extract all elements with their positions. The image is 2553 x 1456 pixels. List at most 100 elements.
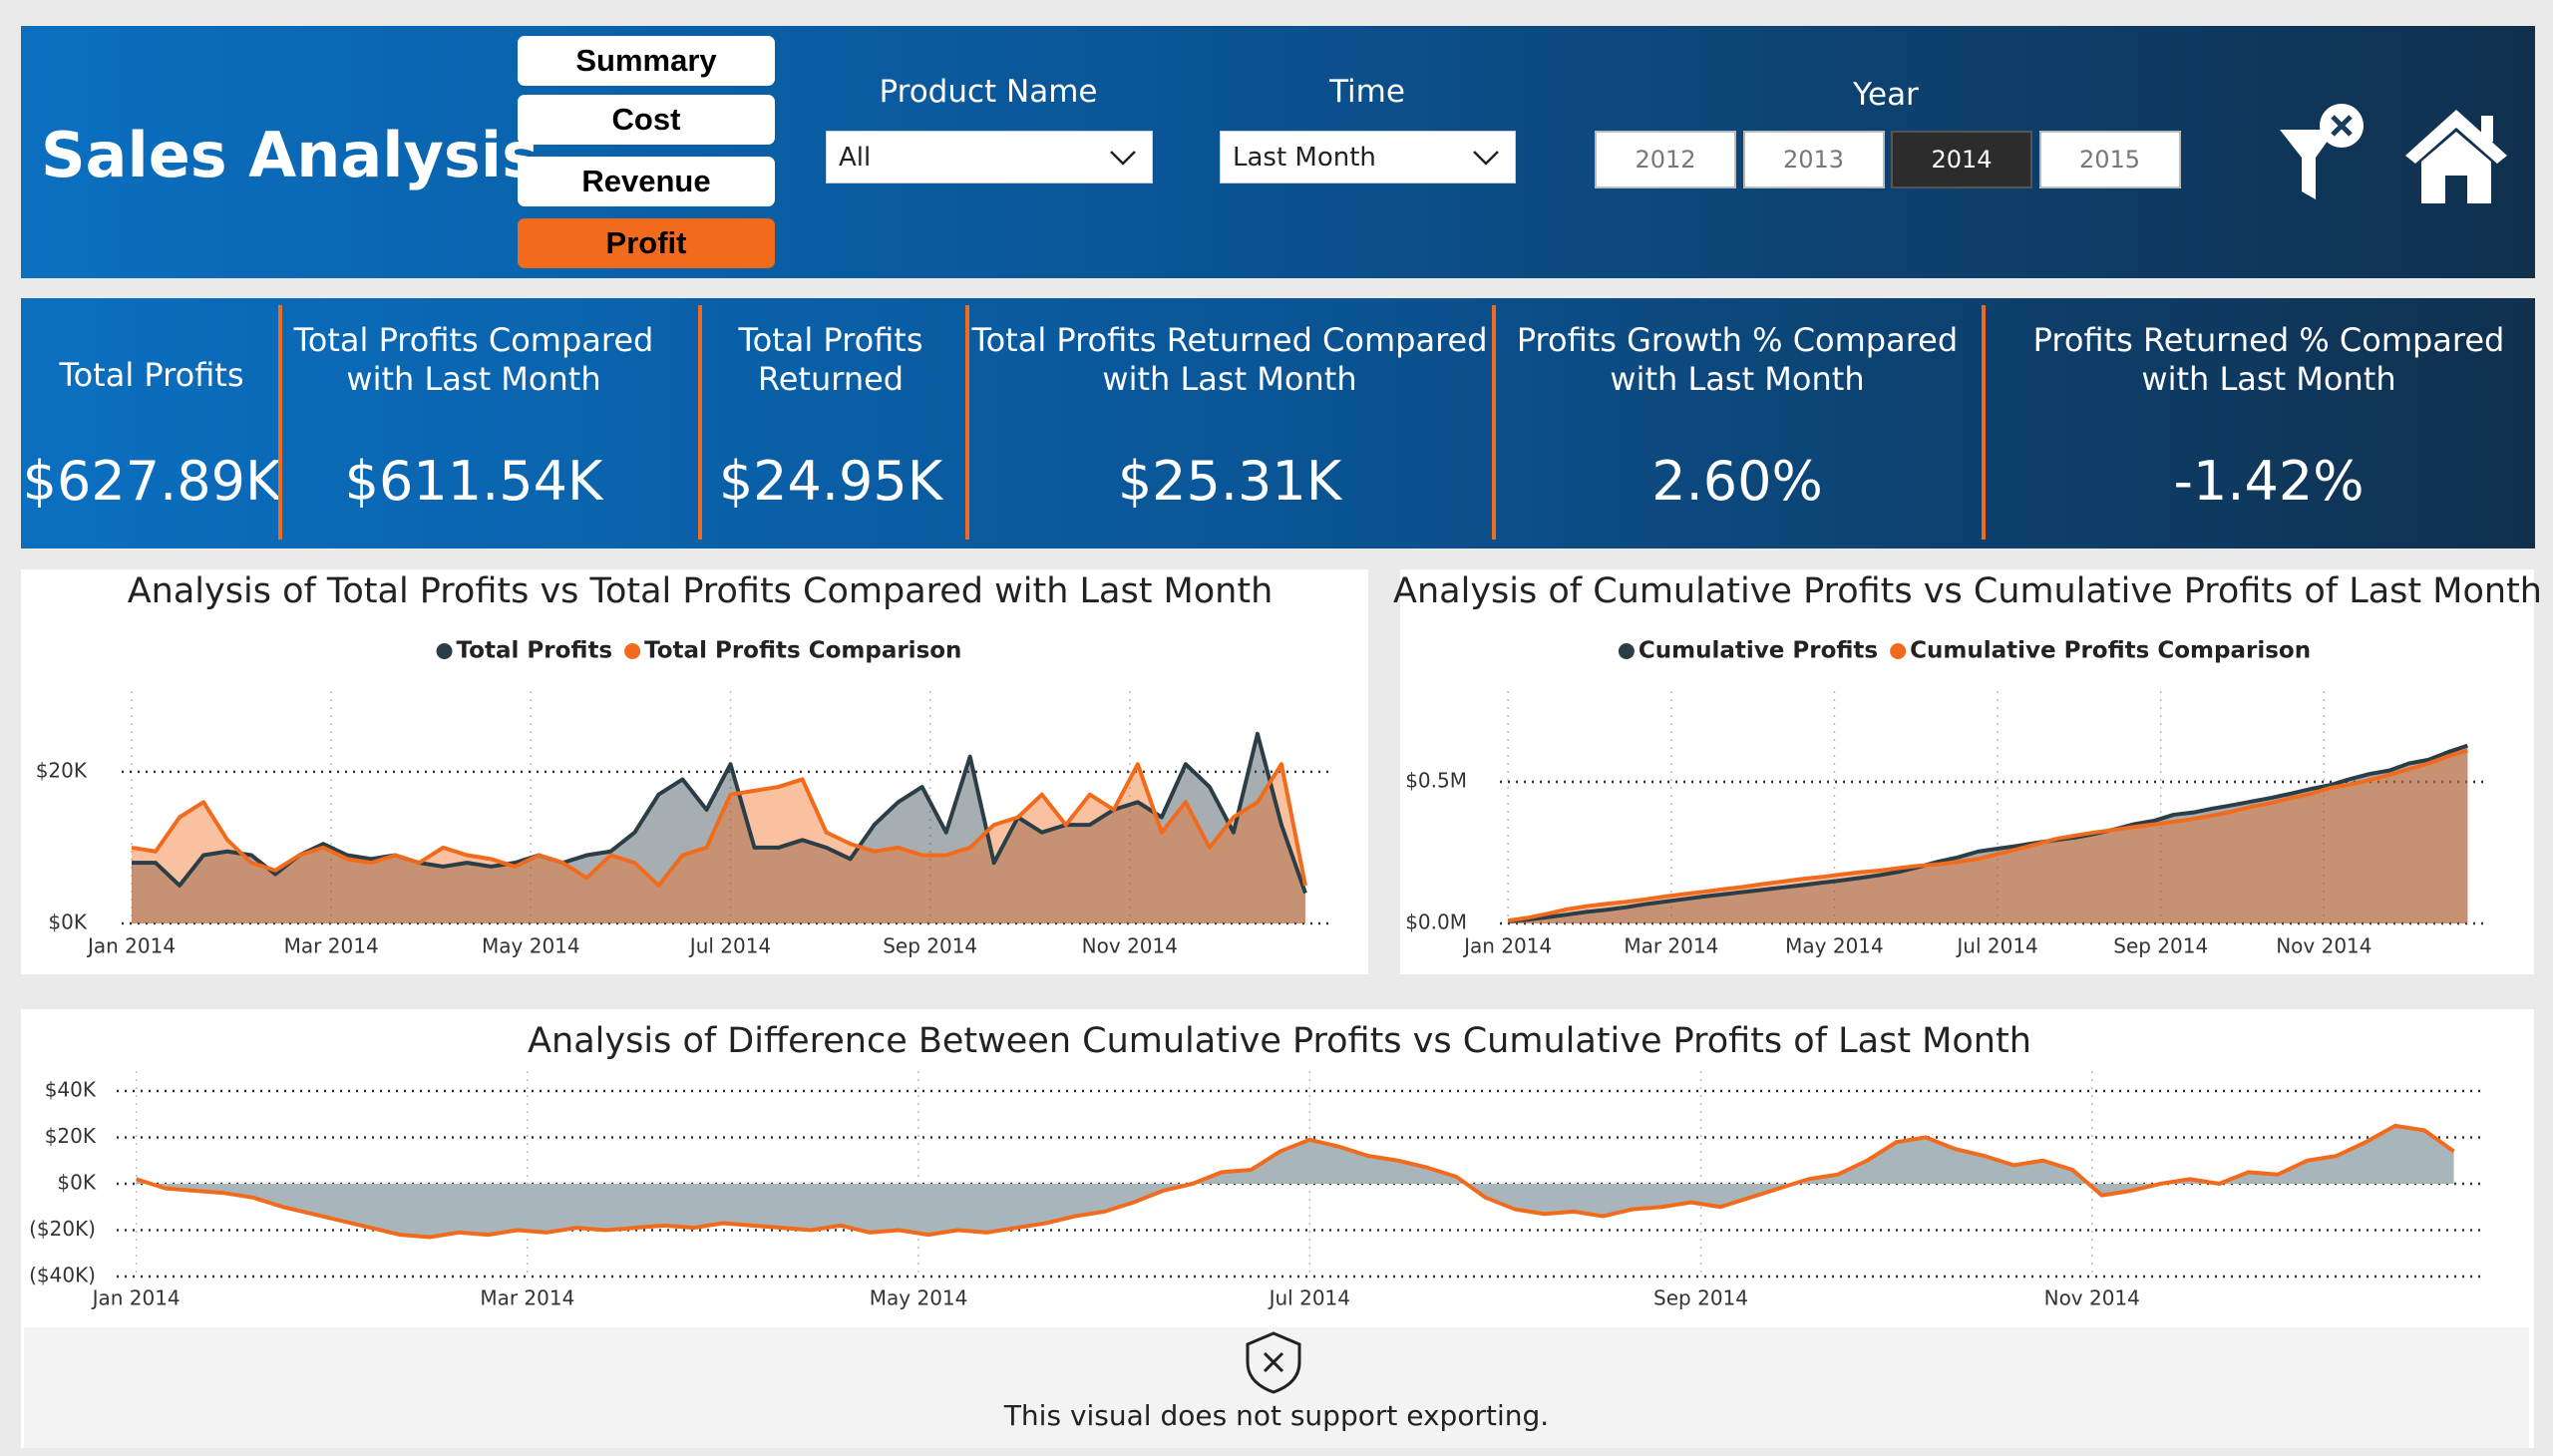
x-tick-label: Jan 2014: [1462, 934, 1552, 958]
kpi-divider: [1492, 305, 1496, 540]
kpi-label-group: Total Profits Returned Compared with Last…: [970, 321, 1489, 399]
x-tick-label: Mar 2014: [284, 934, 379, 958]
dropdown-value: Last Month: [1233, 142, 1376, 173]
kpi-label: Total Profits: [738, 321, 923, 359]
line: [136, 1123, 2455, 1240]
line: [1508, 743, 2468, 923]
kpi-label: Total Profits: [59, 356, 244, 394]
x-tick-label: Mar 2014: [480, 1286, 574, 1310]
x-tick-label: Jul 2014: [1955, 934, 2037, 958]
kpi-label-group: Total Profits Returned: [571, 321, 1090, 399]
kpi-label: Total Profits Compared: [293, 321, 654, 359]
kpi-divider: [278, 305, 282, 540]
line: [132, 731, 1307, 895]
legend: Total Profits Total Profits Comparison: [436, 638, 961, 664]
kpi-value: $611.54K: [344, 450, 603, 513]
x-tick-label: Nov 2014: [1082, 934, 1178, 958]
x-tick-label: May 2014: [482, 934, 580, 958]
y-tick-label: $40K: [45, 1078, 97, 1102]
year-button[interactable]: 2012: [1595, 131, 1736, 188]
line: [1507, 748, 2468, 923]
y-tick-label: $0.0M: [1405, 910, 1467, 934]
kpi-label-group: Profits Returned % Compared with Last Mon…: [2009, 321, 2528, 399]
y-tick-label: $20K: [36, 758, 88, 782]
kpi-divider: [698, 305, 702, 540]
legend-label: Total Profits Comparison: [644, 638, 961, 664]
kpi-label: with Last Month: [2141, 360, 2396, 398]
x-tick-label: May 2014: [1785, 934, 1884, 958]
x-tick-label: Sep 2014: [2113, 934, 2208, 958]
y-tick-label: $20K: [45, 1124, 97, 1148]
kpi-value: -1.42%: [2173, 450, 2365, 513]
kpi-value: 2.60%: [1651, 450, 1823, 513]
x-tick-label: Mar 2014: [1624, 934, 1718, 958]
year-button[interactable]: 2013: [1742, 131, 1885, 188]
legend-swatch: [436, 643, 453, 659]
y-tick-label: $0K: [57, 1171, 96, 1195]
kpi-label: with Last Month: [1610, 360, 1865, 398]
nav-button[interactable]: Cost: [518, 95, 775, 145]
year-button[interactable]: 2014: [1891, 131, 2032, 188]
x-tick-label: Sep 2014: [883, 934, 977, 958]
chart-title: Analysis of Total Profits vs Total Profi…: [128, 571, 1274, 611]
area-fill: [1508, 750, 2468, 923]
chevron: [1110, 151, 1136, 166]
kpi-label: Profits Returned % Compared: [2032, 321, 2505, 359]
legend-swatch: [1890, 643, 1907, 659]
filter-label: Product Name: [879, 74, 1098, 110]
area-fill: [136, 1125, 2454, 1238]
kpi-label: Total Profits Returned Compared: [971, 321, 1488, 359]
chart-title: Analysis of Difference Between Cumulativ…: [528, 1021, 2031, 1061]
legend-label: Total Profits: [457, 638, 613, 664]
kpi-label-group: Profits Growth % Compared with Last Month: [1478, 321, 1997, 399]
nav-button[interactable]: Summary: [518, 36, 775, 86]
kpi-label: Profits Growth % Compared: [1516, 321, 1959, 359]
x-tick-label: Jul 2014: [1268, 1286, 1350, 1310]
y-tick-label: ($40K): [29, 1264, 96, 1287]
y-tick-label: $0K: [48, 910, 87, 934]
nav-button[interactable]: Profit: [518, 218, 775, 268]
nav-button[interactable]: Revenue: [518, 157, 775, 206]
filter-label: Year: [1853, 77, 1919, 113]
y-tick-label: $0.5M: [1405, 769, 1467, 793]
time-dropdown[interactable]: Last Month: [1220, 131, 1516, 183]
kpi-divider: [965, 305, 969, 540]
legend-label: Cumulative Profits: [1639, 638, 1878, 664]
kpi-divider: [1982, 305, 1986, 540]
legend-label: Cumulative Profits Comparison: [1910, 638, 2311, 664]
dropdown-value: All: [839, 142, 872, 173]
area-fill: [132, 733, 1305, 923]
kpi-label: with Last Month: [1102, 360, 1357, 398]
kpi-label-group: Total Profits Compared with Last Month: [214, 321, 733, 399]
kpi-value: $25.31K: [1117, 450, 1342, 513]
area-fill: [1508, 745, 2468, 923]
x-tick-label: Nov 2014: [2276, 934, 2371, 958]
chevron: [1473, 151, 1499, 166]
x-tick-label: Jul 2014: [688, 934, 771, 958]
kpi-value: $627.89K: [22, 450, 281, 513]
x-tick-label: Nov 2014: [2044, 1286, 2140, 1310]
clear-filter-icon[interactable]: [2274, 100, 2373, 209]
year-button[interactable]: 2015: [2038, 131, 2181, 188]
legend-swatch: [624, 643, 641, 659]
x-tick-label: Jan 2014: [86, 934, 176, 958]
x-tick-label: Sep 2014: [1653, 1286, 1748, 1310]
area-fill: [132, 764, 1305, 923]
y-tick-label: ($20K): [29, 1217, 96, 1241]
kpi-label-group: Total Profits: [10, 356, 293, 395]
page-title: Sales Analysis: [41, 119, 539, 191]
line: [131, 762, 1307, 888]
kpi-bar: [21, 298, 2535, 548]
legend-swatch: [1618, 643, 1635, 659]
x-tick-label: Jan 2014: [91, 1286, 181, 1310]
filter-label: Time: [1329, 74, 1405, 110]
x-tick-label: May 2014: [870, 1286, 968, 1310]
export-notice: This visual does not support exporting.: [24, 1327, 2529, 1448]
kpi-label: Returned: [757, 360, 905, 398]
home-icon[interactable]: [2401, 104, 2511, 207]
shield-icon: [1246, 1331, 1301, 1394]
product-dropdown[interactable]: All: [826, 131, 1153, 183]
chart-title: Analysis of Cumulative Profits vs Cumula…: [1393, 571, 2542, 611]
